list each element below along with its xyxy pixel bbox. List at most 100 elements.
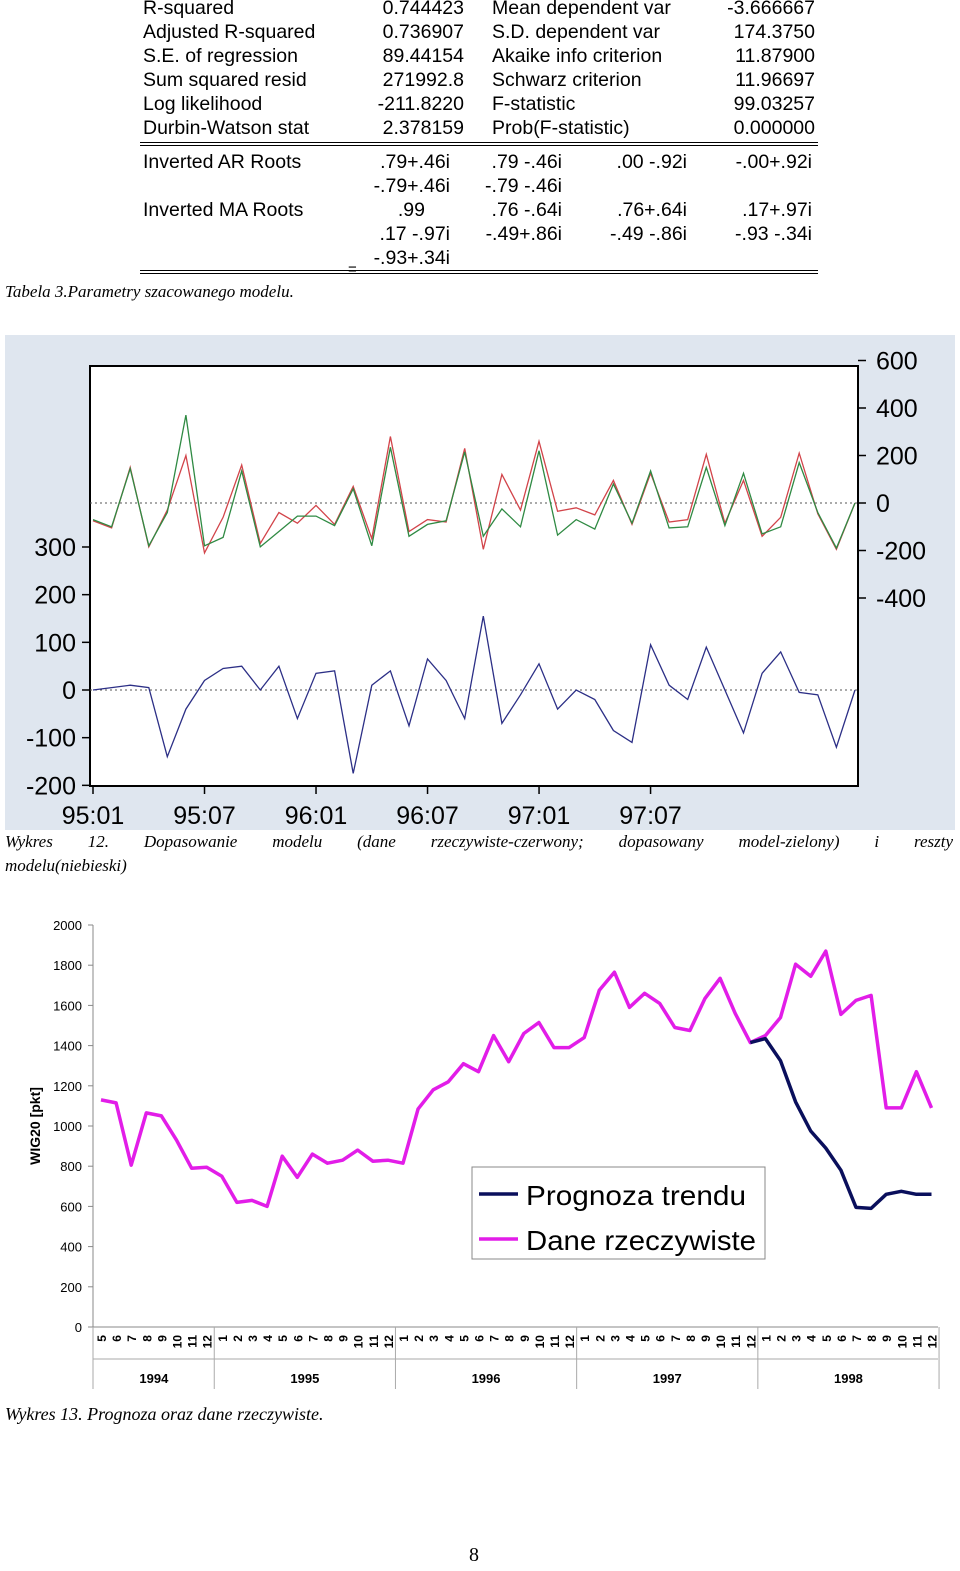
- stat-label: Akaike info criterion: [492, 45, 663, 67]
- right-tick-label: -400: [876, 585, 926, 613]
- month-label: 11: [548, 1335, 562, 1348]
- y-tick-label: 400: [60, 1240, 82, 1255]
- chart12-caption-line2: modelu(niebieski): [5, 856, 127, 875]
- month-label: 10: [895, 1335, 909, 1349]
- stat-value: -211.8220: [377, 93, 464, 115]
- fit-residual-chart: 6004002000-200-4003002001000-100-20095:0…: [5, 335, 955, 830]
- month-label: 5: [95, 1335, 109, 1342]
- month-label: 4: [624, 1335, 638, 1342]
- month-label: 5: [457, 1335, 471, 1342]
- stat-value: 11.87900: [735, 45, 815, 67]
- left-tick-label: -200: [26, 772, 76, 800]
- ma-root: -.93+.34i: [373, 247, 450, 269]
- regression-stats-table: R-squared 0.744423 Mean dependent var -3…: [0, 0, 960, 301]
- month-label: 8: [684, 1335, 698, 1342]
- y-tick-label: 1400: [53, 1039, 82, 1054]
- month-label: 1: [397, 1335, 411, 1342]
- ar-root: -.00+.92i: [735, 151, 812, 173]
- month-label: 2: [593, 1335, 607, 1342]
- month-label: 7: [850, 1335, 864, 1342]
- legend-box: [471, 1166, 766, 1260]
- y-tick-label: 600: [60, 1199, 82, 1214]
- stat-label: Log likelihood: [143, 93, 263, 115]
- month-label: 10: [352, 1335, 366, 1349]
- month-label: 6: [291, 1335, 305, 1342]
- month-label: 7: [669, 1335, 683, 1342]
- stat-value: 99.03257: [733, 93, 815, 115]
- month-label: 4: [442, 1335, 456, 1342]
- year-label: 1997: [653, 1371, 682, 1386]
- y-tick-label: 1200: [53, 1079, 82, 1094]
- stat-label: Durbin-Watson stat: [143, 117, 310, 139]
- stat-value: 0.000000: [733, 117, 815, 139]
- residual-series-line: [92, 615, 856, 774]
- legend-label-real: Dane rzeczywiste: [526, 1225, 756, 1256]
- stat-label: Sum squared resid: [143, 69, 307, 91]
- y-tick-label: 800: [60, 1159, 82, 1174]
- x-tick-label: 97:01: [508, 802, 571, 830]
- month-label: 2: [231, 1335, 245, 1342]
- month-label: 3: [790, 1335, 804, 1342]
- left-tick-label: 300: [34, 534, 76, 562]
- stat-label: R-squared: [143, 0, 235, 19]
- year-label: 1994: [139, 1371, 169, 1386]
- stat-label: S.E. of regression: [143, 45, 298, 67]
- month-label: 3: [427, 1335, 441, 1342]
- ma-root: .17+.97i: [742, 199, 812, 221]
- month-label: 7: [488, 1335, 502, 1342]
- table-rule: [140, 145, 818, 146]
- ma-root: -.49+.86i: [485, 223, 562, 245]
- left-tick-label: -100: [26, 725, 76, 753]
- table-rule: [140, 273, 818, 274]
- caption-word: rzeczywiste-czerwony;: [430, 832, 584, 851]
- month-label: 3: [608, 1335, 622, 1342]
- month-label: 8: [503, 1335, 517, 1342]
- month-label: 10: [714, 1335, 728, 1349]
- month-label: 12: [744, 1335, 758, 1349]
- y-tick-label: 200: [60, 1280, 82, 1295]
- stat-value: -3.666667: [727, 0, 815, 19]
- page-number: 8: [469, 1544, 479, 1566]
- month-label: 6: [473, 1335, 487, 1342]
- stat-label: S.D. dependent var: [492, 21, 661, 43]
- left-tick-label: 100: [34, 629, 76, 657]
- month-label: 11: [910, 1335, 924, 1348]
- caption-word: 12.: [87, 832, 109, 851]
- month-label: 12: [201, 1335, 215, 1349]
- year-label: 1995: [290, 1371, 319, 1386]
- caption-word: reszty: [913, 832, 953, 851]
- stat-value: 0.736907: [382, 21, 464, 43]
- month-label: 6: [835, 1335, 849, 1342]
- month-label: 1: [578, 1335, 592, 1342]
- caption-word: dopasowany: [618, 832, 704, 851]
- ar-root: -.79 -.46i: [485, 175, 562, 197]
- month-label: 11: [367, 1335, 381, 1348]
- legend-label-forecast: Prognoza trendu: [526, 1180, 746, 1211]
- stat-label: F-statistic: [492, 93, 576, 115]
- x-tick-label: 95:01: [62, 802, 125, 830]
- stat-value: 11.96697: [735, 69, 815, 91]
- month-label: 2: [775, 1335, 789, 1342]
- caption-word: i: [874, 832, 880, 851]
- ma-root: .76+.64i: [617, 199, 687, 221]
- caption-word: Dopasowanie: [143, 832, 238, 851]
- y-tick-label: 0: [75, 1320, 82, 1335]
- table-rule: [140, 142, 818, 143]
- stat-value: 174.3750: [733, 21, 815, 43]
- ma-root: -.49 -.86i: [610, 223, 687, 245]
- month-label: 4: [261, 1335, 275, 1342]
- left-tick-label: 200: [34, 582, 76, 610]
- ma-root: .17 -.97i: [379, 223, 450, 245]
- month-label: 12: [563, 1335, 577, 1349]
- ma-roots-label: Inverted MA Roots: [143, 199, 304, 221]
- month-label: 7: [306, 1335, 320, 1342]
- right-tick-label: 200: [876, 443, 918, 471]
- month-label: 11: [729, 1335, 743, 1348]
- y-tick-label: 1800: [53, 958, 82, 973]
- month-label: 8: [865, 1335, 879, 1342]
- caption-word: modelu: [272, 832, 323, 851]
- forecast-line: [749, 1036, 932, 1211]
- ma-root: .76 -.64i: [491, 199, 562, 221]
- stat-value: 271992.8: [382, 69, 464, 91]
- year-label: 1996: [472, 1371, 501, 1386]
